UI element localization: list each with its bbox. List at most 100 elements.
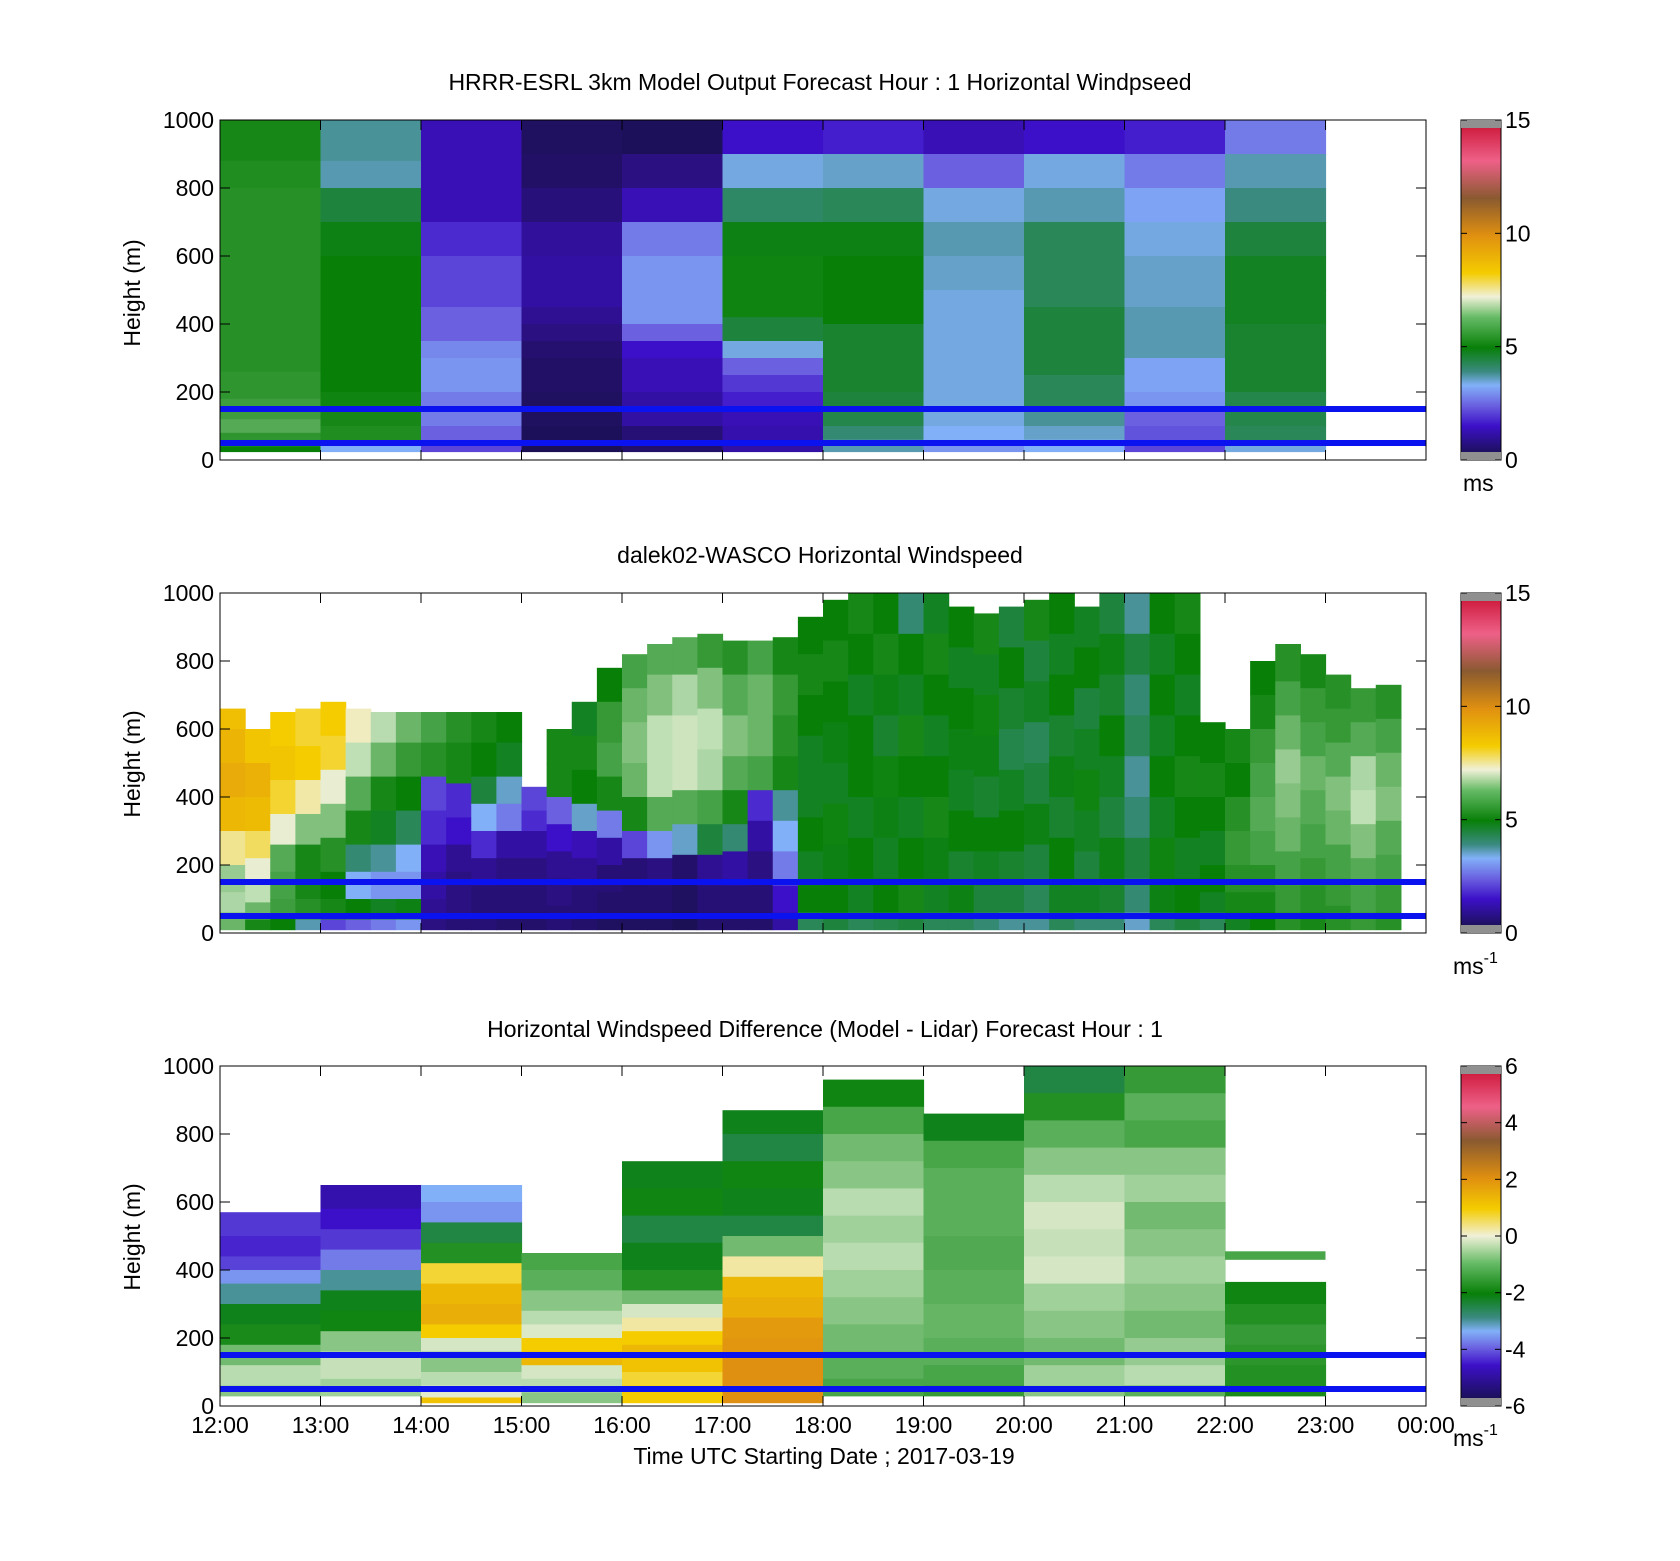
heatmap-cell: [546, 851, 573, 880]
heatmap-cell: [998, 647, 1025, 689]
heatmap-cell: [1225, 426, 1327, 444]
heatmap-cell: [622, 341, 724, 359]
heatmap-cell: [722, 1161, 824, 1189]
y-tick-label: 600: [176, 1189, 214, 1215]
heatmap-cell: [722, 1358, 824, 1387]
heatmap-cell: [320, 443, 422, 453]
heatmap-cell: [471, 803, 497, 832]
heatmap-cell: [1225, 1251, 1326, 1260]
heatmap-cell: [571, 701, 598, 737]
heatmap-cell: [948, 810, 975, 852]
heatmap-cell: [1174, 837, 1201, 880]
heatmap-cell: [722, 375, 824, 393]
heatmap-cell: [345, 871, 372, 900]
heatmap-cell: [1225, 1304, 1327, 1325]
colorbar-unit: ms: [1463, 470, 1494, 496]
heatmap-cell: [998, 769, 1025, 812]
heatmap-cell: [1024, 1256, 1126, 1285]
heatmap-cell: [672, 715, 698, 757]
heatmap-cell: [446, 871, 472, 900]
colorbar-tick-label: 6: [1505, 1053, 1518, 1079]
heatmap-cell: [270, 899, 296, 917]
heatmap-cell: [596, 892, 623, 917]
heatmap-cell: [496, 712, 523, 744]
heatmap-cell: [1225, 290, 1327, 325]
heatmap-cell: [1124, 1310, 1226, 1339]
heatmap-cell: [1350, 885, 1377, 914]
heatmap-cell: [1225, 1324, 1327, 1346]
heatmap-cell: [1199, 831, 1226, 866]
panel-difference-ylabel: Height (m): [119, 1183, 145, 1290]
heatmap-cell: [1225, 892, 1251, 914]
heatmap-cell: [521, 324, 623, 342]
heatmap-cell: [1375, 752, 1402, 788]
heatmap-cell: [1225, 443, 1327, 453]
heatmap-cell: [622, 831, 648, 859]
heatmap-cell: [823, 222, 925, 257]
heatmap-cell: [923, 674, 950, 716]
heatmap-cell: [1350, 722, 1377, 757]
heatmap-cell: [923, 1338, 1025, 1366]
heatmap-cell: [320, 735, 347, 771]
y-tick-label: 400: [176, 784, 214, 810]
heatmap-cell: [1375, 684, 1402, 720]
panel-difference-title: Horizontal Windspeed Difference (Model -…: [487, 1016, 1163, 1042]
colorbar-tick-label: 10: [1505, 220, 1531, 246]
heatmap-cell: [672, 824, 698, 856]
heatmap-cell: [1174, 756, 1201, 798]
panel-lidar-x-tickmarks: [219, 593, 1427, 933]
y-tick-label: 400: [176, 311, 214, 337]
heatmap-cell: [546, 729, 573, 764]
heatmap-cell: [220, 708, 246, 730]
heatmap-cell: [370, 776, 397, 812]
heatmap-cell: [873, 593, 899, 635]
heatmap-cell: [521, 358, 623, 393]
heatmap-cell: [220, 1270, 322, 1285]
panel-lidar: dalek02-WASCO Horizontal Windspeed Heigh…: [119, 542, 1531, 979]
heatmap-cell: [220, 797, 246, 832]
heatmap-cell: [772, 790, 799, 822]
heatmap-cell: [1124, 1093, 1226, 1121]
heatmap-cell: [823, 392, 925, 410]
heatmap-cell: [345, 776, 372, 812]
heatmap-cell: [1024, 375, 1126, 410]
heatmap-cell: [270, 916, 296, 931]
heatmap-cell: [722, 1317, 824, 1339]
heatmap-cell: [345, 742, 372, 778]
heatmap-cell: [797, 616, 824, 655]
heatmap-cell: [446, 817, 472, 846]
heatmap-cell: [471, 831, 497, 859]
heatmap-cell: [370, 844, 397, 873]
heatmap-cell: [923, 1270, 1025, 1305]
heatmap-cell: [1325, 844, 1352, 880]
heatmap-cell: [395, 919, 422, 931]
heatmap-cell: [823, 358, 925, 393]
colorbar-tick-label: -6: [1505, 1393, 1525, 1419]
heatmap-cell: [722, 317, 824, 342]
heatmap-cell: [823, 1106, 925, 1135]
heatmap-cell: [722, 120, 824, 155]
heatmap-cell: [1124, 392, 1226, 410]
heatmap-cell: [973, 654, 1000, 696]
heatmap-cell: [320, 222, 422, 257]
heatmap-cell: [823, 154, 925, 189]
heatmap-cell: [873, 715, 899, 757]
colorbar-unit: ms-1: [1453, 950, 1498, 979]
heatmap-cell: [521, 120, 623, 155]
heatmap-cell: [622, 120, 724, 155]
heatmap-cell: [923, 324, 1025, 359]
heatmap-cell: [747, 640, 774, 676]
heatmap-cell: [1124, 120, 1226, 155]
heatmap-cell: [898, 593, 925, 635]
colorbar-tick-label: 0: [1505, 447, 1518, 473]
heatmap-cell: [1124, 1283, 1226, 1312]
heatmap-cell: [722, 1188, 824, 1217]
heatmap-cell: [722, 409, 824, 427]
heatmap-cell: [1024, 1147, 1126, 1176]
heatmap-cell: [596, 667, 623, 703]
heatmap-cell: [1124, 188, 1226, 223]
heatmap-cell: [1099, 715, 1126, 757]
heatmap-cell: [1199, 797, 1226, 832]
heatmap-cell: [1174, 715, 1201, 757]
heatmap-cell: [1024, 1120, 1126, 1149]
